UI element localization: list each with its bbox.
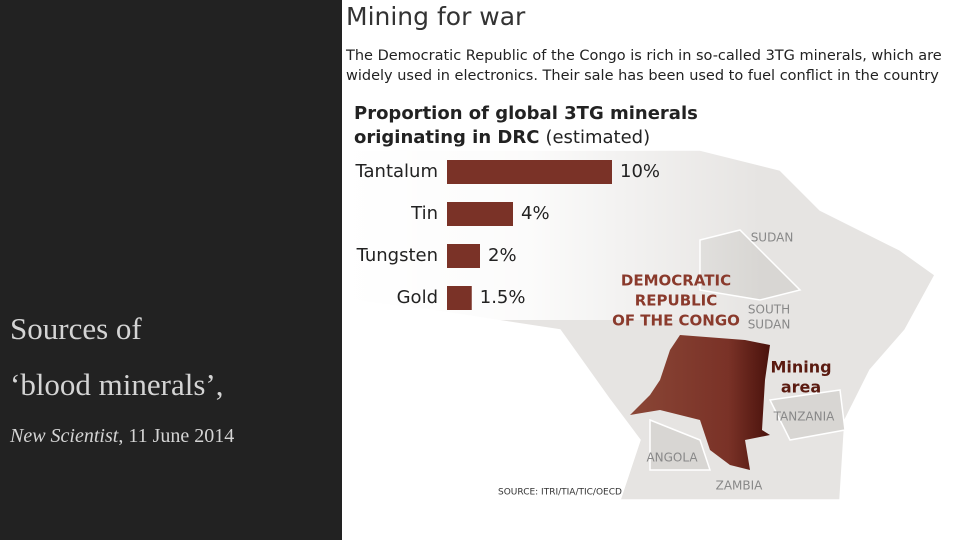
source: SOURCE: ITRI/TIA/TIC/OECD [498,488,622,498]
header-title: Mining for war [346,2,526,31]
chart-title-line: originating in DRC [354,127,539,148]
bar [447,286,472,310]
chart-title-line: Proportion of global 3TG minerals [354,103,698,124]
citation-publication: New Scientist [9,425,119,447]
map-label: ANGOLA [646,451,698,465]
bar [447,244,480,268]
bar [447,160,612,184]
map-label: TANZANIA [773,410,836,424]
header-description: widely used in electronics. Their sale h… [346,68,939,84]
left-panel [0,0,342,540]
map-label: ZAMBIA [716,479,764,493]
chart-title-note: (estimated) [545,127,650,148]
map-label: OF THE CONGO [612,312,740,330]
map-label: REPUBLIC [635,292,718,310]
citation-date: , 11 June 2014 [118,425,234,447]
value-label: 1.5% [480,287,526,308]
value-label: 2% [488,245,517,266]
citation: New Scientist, 11 June 2014 [9,425,234,447]
caption-line: Sources of [10,311,142,346]
header-description: The Democratic Republic of the Congo is … [345,48,942,64]
chart-title: originating in DRC (estimated) [354,127,650,148]
chart-title: Proportion of global 3TG minerals [354,103,698,124]
map-label: DEMOCRATIC [621,272,731,290]
map-label: area [781,378,821,397]
map-label: SOUTH [748,303,790,317]
category-label: Tantalum [355,161,439,182]
bar [447,202,513,226]
map-label: Mining [770,358,831,377]
map-label: SUDAN [751,231,794,245]
value-label: 10% [620,161,660,182]
value-label: 4% [521,203,550,224]
category-label: Tin [410,203,438,224]
drc-map [630,335,770,470]
map-label: SUDAN [748,318,791,332]
caption-line: ‘blood minerals’, [10,367,224,402]
category-label: Gold [397,287,438,308]
category-label: Tungsten [356,245,438,266]
